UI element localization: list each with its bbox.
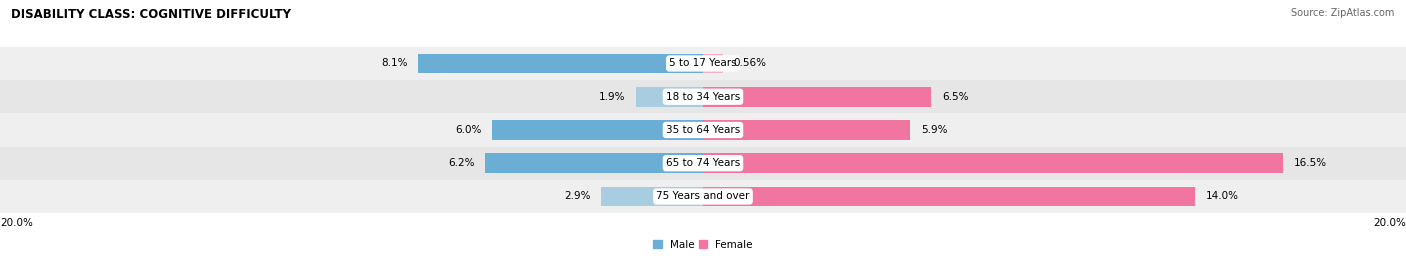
- Text: 75 Years and over: 75 Years and over: [657, 191, 749, 202]
- Legend: Male, Female: Male, Female: [650, 236, 756, 254]
- Bar: [703, 120, 911, 140]
- Bar: [0, 47, 1406, 80]
- Bar: [0, 113, 1406, 147]
- Text: 18 to 34 Years: 18 to 34 Years: [666, 92, 740, 102]
- Text: 20.0%: 20.0%: [1374, 218, 1406, 228]
- Text: Source: ZipAtlas.com: Source: ZipAtlas.com: [1291, 8, 1395, 18]
- Bar: [419, 54, 703, 73]
- Text: 16.5%: 16.5%: [1294, 158, 1327, 168]
- Bar: [637, 87, 703, 107]
- Bar: [703, 153, 1282, 173]
- Bar: [703, 187, 1195, 206]
- Text: 1.9%: 1.9%: [599, 92, 626, 102]
- Text: 0.56%: 0.56%: [734, 58, 766, 69]
- Text: 20.0%: 20.0%: [0, 218, 32, 228]
- Text: 6.2%: 6.2%: [449, 158, 475, 168]
- Text: 8.1%: 8.1%: [381, 58, 408, 69]
- Bar: [703, 54, 723, 73]
- Text: 65 to 74 Years: 65 to 74 Years: [666, 158, 740, 168]
- Text: 5.9%: 5.9%: [921, 125, 948, 135]
- Text: DISABILITY CLASS: COGNITIVE DIFFICULTY: DISABILITY CLASS: COGNITIVE DIFFICULTY: [11, 8, 291, 21]
- Bar: [0, 180, 1406, 213]
- Text: 14.0%: 14.0%: [1206, 191, 1239, 202]
- Text: 2.9%: 2.9%: [564, 191, 591, 202]
- Text: 6.0%: 6.0%: [456, 125, 481, 135]
- Text: 5 to 17 Years: 5 to 17 Years: [669, 58, 737, 69]
- Bar: [703, 87, 932, 107]
- Text: 35 to 64 Years: 35 to 64 Years: [666, 125, 740, 135]
- Bar: [602, 187, 703, 206]
- Bar: [0, 147, 1406, 180]
- Text: 6.5%: 6.5%: [942, 92, 969, 102]
- Bar: [0, 80, 1406, 113]
- Bar: [485, 153, 703, 173]
- Bar: [492, 120, 703, 140]
